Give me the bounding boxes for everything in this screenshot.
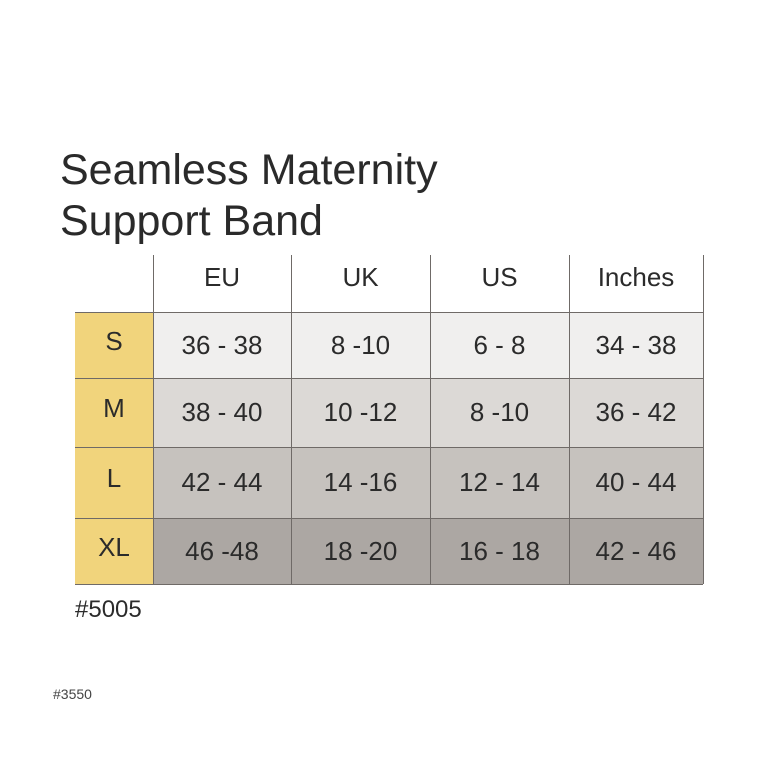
- size-value: 34 - 38: [569, 312, 703, 378]
- size-value: 16 - 18: [430, 518, 569, 584]
- grid-line: [153, 255, 154, 584]
- size-label: S: [75, 312, 153, 378]
- grid-line: [430, 255, 431, 584]
- column-header: EU: [203, 262, 241, 292]
- size-label: XL: [75, 518, 153, 584]
- size-value: 40 - 44: [569, 447, 703, 518]
- size-value: 12 - 14: [430, 447, 569, 518]
- size-value: 36 - 42: [569, 378, 703, 447]
- grid-line: [703, 255, 704, 584]
- title-line: Support Band: [60, 197, 323, 245]
- column-header: UK: [342, 262, 379, 292]
- size-label: M: [75, 378, 153, 447]
- size-value: 10 -12: [291, 378, 430, 447]
- size-value: 42 - 44: [153, 447, 291, 518]
- size-value: 38 - 40: [153, 378, 291, 447]
- size-value: 36 - 38: [153, 312, 291, 378]
- size-label: L: [75, 447, 153, 518]
- title-line: Seamless Maternity: [60, 146, 438, 194]
- size-value: 42 - 46: [569, 518, 703, 584]
- column-header: US: [481, 262, 518, 292]
- column-header: Inches: [597, 262, 675, 292]
- size-value: 8 -10: [430, 378, 569, 447]
- size-value: 8 -10: [291, 312, 430, 378]
- cropped-code: #3550: [53, 686, 92, 702]
- product-code: #5005: [75, 596, 142, 623]
- grid-line: [75, 447, 703, 448]
- size-value: 46 -48: [153, 518, 291, 584]
- size-value: 6 - 8: [430, 312, 569, 378]
- size-value: 18 -20: [291, 518, 430, 584]
- grid-line: [75, 584, 703, 585]
- grid-line: [291, 255, 292, 584]
- grid-line: [75, 518, 703, 519]
- grid-line: [75, 378, 703, 379]
- grid-line: [75, 312, 703, 313]
- grid-line: [569, 255, 570, 584]
- size-value: 14 -16: [291, 447, 430, 518]
